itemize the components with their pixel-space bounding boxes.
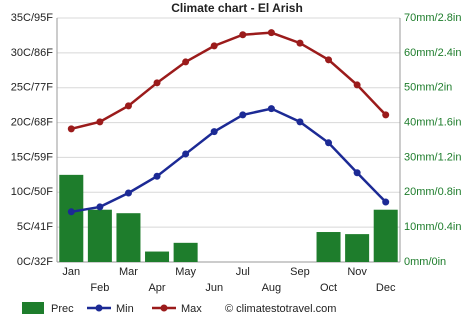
y-tick-label: 35C/95F (11, 12, 53, 24)
marker (353, 81, 361, 89)
marker (210, 42, 218, 50)
bar (373, 209, 398, 262)
marker (353, 169, 361, 177)
x-tick-label: Apr (148, 282, 165, 294)
chart-title: Climate chart - El Arish (171, 1, 303, 15)
x-tick-label: Dec (376, 282, 396, 294)
line (70, 31, 387, 131)
y-tick-label: 0C/32F (17, 256, 53, 268)
x-tick-label: Jun (205, 282, 223, 294)
y2-tick-label: 60mm/2.4in (404, 47, 461, 59)
marker (96, 203, 104, 211)
marker (267, 29, 275, 37)
x-tick-label: Nov (347, 266, 367, 278)
marker (239, 31, 247, 39)
x-tick-label: Oct (320, 282, 337, 294)
marker (153, 172, 161, 180)
marker (96, 118, 104, 126)
y-tick-label: 25C/77F (11, 82, 53, 94)
x-tick-label: Feb (90, 282, 109, 294)
x-tick-label: Jul (236, 266, 250, 278)
x-tick-label: Mar (119, 266, 138, 278)
legend-swatch (95, 304, 103, 312)
marker (382, 111, 390, 119)
y-tick-label: 30C/86F (11, 47, 53, 59)
marker (382, 198, 390, 206)
x-tick-label: Aug (262, 282, 282, 294)
x-tick-label: Sep (290, 266, 310, 278)
bar (87, 209, 112, 262)
marker (182, 150, 190, 158)
y-tick-label: 20C/68F (11, 116, 53, 128)
legend-swatch (22, 302, 44, 314)
bar (59, 174, 84, 262)
bar (116, 213, 141, 262)
marker (239, 111, 247, 119)
marker (210, 128, 218, 136)
x-tick-label: Jan (62, 266, 80, 278)
marker (67, 208, 75, 216)
legend-label: Min (116, 303, 134, 315)
y2-tick-label: 10mm/0.4in (404, 221, 461, 233)
legend-swatch (160, 304, 168, 312)
y2-tick-label: 70mm/2.8in (404, 12, 461, 24)
y2-tick-label: 50mm/2in (404, 82, 452, 94)
y-tick-label: 10C/50F (11, 186, 53, 198)
y-tick-label: 15C/59F (11, 151, 53, 163)
y2-tick-label: 40mm/1.6in (404, 116, 461, 128)
marker (325, 139, 333, 147)
line (71, 107, 387, 214)
marker (296, 39, 304, 47)
bar (316, 232, 341, 262)
y-tick-label: 5C/41F (17, 221, 53, 233)
legend-label: Max (181, 303, 202, 315)
marker (153, 79, 161, 87)
y2-tick-label: 20mm/0.8in (404, 186, 461, 198)
credit: © climatestotravel.com (225, 303, 336, 315)
marker (296, 118, 304, 126)
x-tick-label: May (175, 266, 196, 278)
y2-tick-label: 0mm/0in (404, 256, 446, 268)
marker (124, 102, 132, 110)
bar (345, 234, 370, 262)
bar (173, 242, 198, 262)
marker (267, 105, 275, 113)
marker (325, 56, 333, 64)
marker (182, 58, 190, 66)
y2-tick-label: 30mm/1.2in (404, 151, 461, 163)
bar (145, 251, 170, 262)
marker (124, 189, 132, 197)
legend-label: Prec (51, 303, 74, 315)
marker (67, 125, 75, 133)
